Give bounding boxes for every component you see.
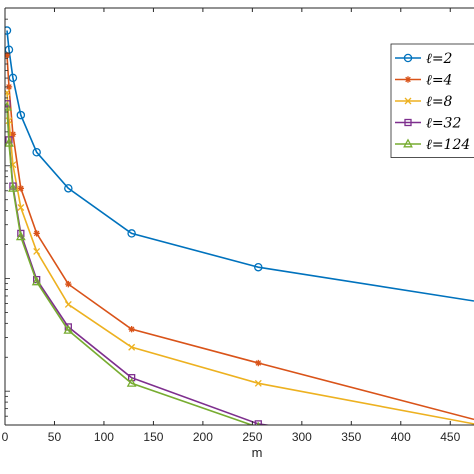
data-point [9, 131, 17, 138]
axes-layer: 0 50 100 150 200 250 300 350 400 450 [2, 7, 474, 444]
x-tick-label: 450 [440, 430, 460, 444]
data-point [254, 420, 262, 425]
x-tick-label: 100 [94, 430, 114, 444]
data-point [255, 359, 262, 367]
data-point [33, 230, 40, 237]
legend: ℓ=2 ℓ=4 ℓ=8 ℓ=32 ℓ=124 [390, 43, 474, 158]
data-point [32, 148, 41, 157]
series-line [6, 107, 255, 425]
data-point [16, 110, 26, 120]
data-point [63, 324, 74, 334]
legend-entry: ℓ=8 [395, 94, 453, 110]
data-point [5, 100, 11, 108]
data-point [65, 280, 72, 288]
x-tick-label: 50 [48, 430, 62, 444]
data-point [64, 300, 72, 308]
legend-label: ℓ=124 [426, 137, 470, 153]
x-tick-label: 150 [143, 430, 163, 444]
legend-marker [404, 118, 412, 127]
data-point [5, 83, 13, 91]
data-point [126, 377, 137, 387]
data-point [8, 73, 18, 83]
x-tick-label: 400 [391, 430, 411, 444]
x-tick-label: 300 [292, 430, 312, 444]
legend-entry: ℓ=124 [395, 137, 470, 153]
legend-label: ℓ=32 [426, 116, 461, 132]
data-point [254, 379, 262, 387]
legend-entry: ℓ=32 [395, 116, 461, 132]
legend-marker [403, 53, 413, 63]
x-tick-label: 200 [193, 430, 213, 444]
data-point [8, 182, 18, 192]
data-point [5, 52, 11, 59]
x-axis-label: m [252, 445, 263, 460]
data-point [15, 231, 26, 241]
legend-label: ℓ=4 [426, 73, 452, 89]
data-point [128, 343, 136, 351]
data-point [127, 374, 136, 382]
legend-marker [403, 138, 413, 148]
data-point [127, 229, 136, 238]
legend-label: ℓ=2 [426, 51, 453, 67]
legend-entry: ℓ=2 [395, 51, 453, 67]
series-5 [5, 101, 261, 425]
x-tick-label: 0 [2, 430, 9, 444]
data-point [17, 185, 25, 192]
x-tick-label: 250 [242, 430, 262, 444]
x-tick-label: 350 [341, 430, 361, 444]
legend-label: ℓ=8 [426, 94, 453, 110]
data-point [5, 137, 14, 147]
axes-box [4, 7, 474, 426]
data-point [254, 262, 263, 272]
data-point [5, 89, 11, 96]
data-point [64, 184, 73, 193]
data-point [5, 26, 12, 35]
data-point [128, 326, 135, 333]
legend-marker [404, 97, 412, 105]
data-point [33, 247, 41, 255]
legend-marker [404, 76, 412, 83]
series-line [6, 30, 474, 302]
legend-entry: ℓ=4 [395, 73, 452, 89]
series-layer [5, 26, 474, 425]
data-point [31, 276, 42, 286]
data-point [17, 204, 25, 211]
